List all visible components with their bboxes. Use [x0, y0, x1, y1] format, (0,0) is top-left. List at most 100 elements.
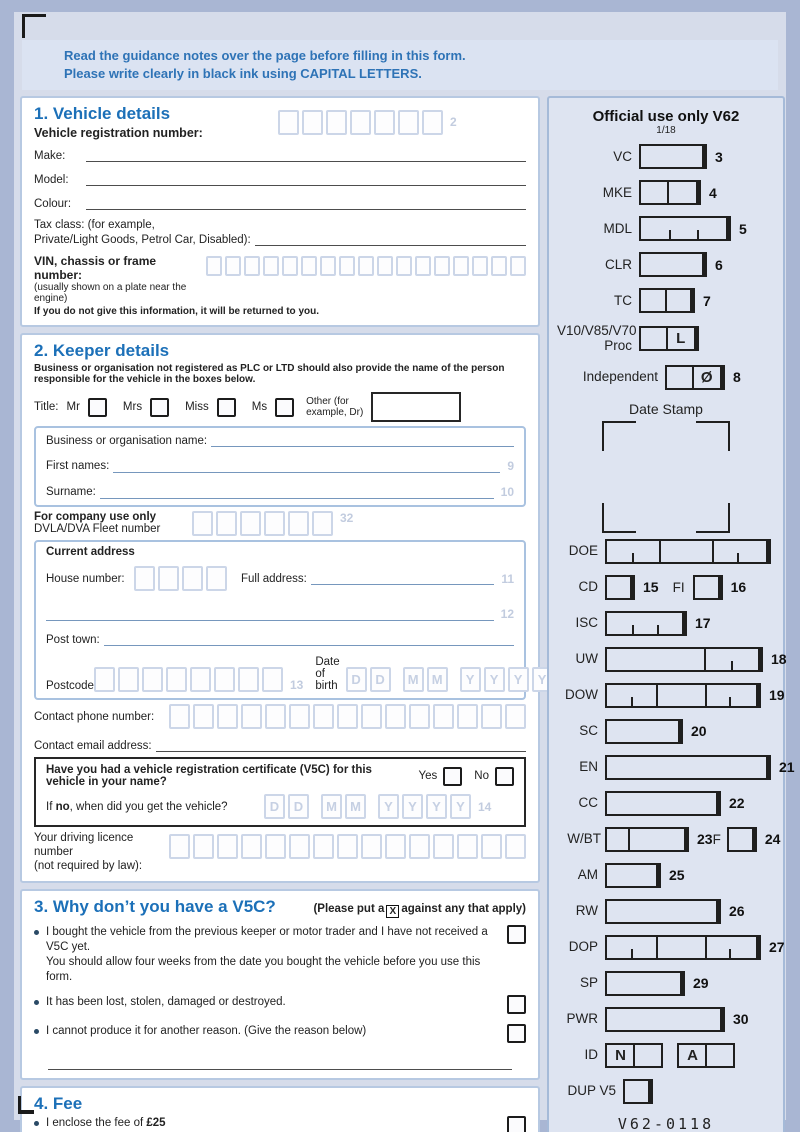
- input-cell[interactable]: [339, 256, 355, 277]
- independent-box[interactable]: Ø: [665, 364, 725, 390]
- pwr-box[interactable]: [605, 1006, 725, 1032]
- business-name-line[interactable]: [211, 434, 514, 448]
- cc-box[interactable]: [605, 790, 721, 816]
- fi-box[interactable]: [692, 574, 723, 600]
- input-cell[interactable]: [377, 256, 393, 277]
- rw-box[interactable]: [605, 898, 721, 924]
- email-line[interactable]: [155, 739, 526, 753]
- mke-box[interactable]: [639, 180, 701, 206]
- phone-cells[interactable]: [169, 704, 526, 730]
- dup-box[interactable]: [623, 1078, 653, 1104]
- input-cell[interactable]: [433, 704, 454, 730]
- input-cell[interactable]: [241, 704, 262, 730]
- input-cell[interactable]: [263, 256, 279, 277]
- input-cell[interactable]: Y: [402, 794, 423, 820]
- input-cell[interactable]: [264, 511, 285, 537]
- input-cell[interactable]: Y: [483, 667, 505, 693]
- input-cell[interactable]: [206, 256, 222, 277]
- input-cell[interactable]: [288, 511, 309, 537]
- post-town-line[interactable]: [103, 633, 514, 647]
- reg-number-cells[interactable]: [278, 109, 443, 135]
- vc-box[interactable]: [639, 144, 707, 170]
- wbt-box[interactable]: [605, 826, 689, 852]
- id-box-n[interactable]: N: [605, 1042, 663, 1068]
- input-cell[interactable]: M: [402, 667, 424, 693]
- input-cell[interactable]: [206, 566, 227, 592]
- input-cell[interactable]: Y: [378, 794, 399, 820]
- input-cell[interactable]: [193, 834, 214, 860]
- input-cell[interactable]: [241, 834, 262, 860]
- model-input-line[interactable]: [86, 173, 526, 187]
- reason-input-line[interactable]: [48, 1057, 512, 1071]
- doe-box[interactable]: [605, 538, 771, 564]
- input-cell[interactable]: [350, 109, 371, 135]
- input-cell[interactable]: [301, 256, 317, 277]
- input-cell[interactable]: [337, 704, 358, 730]
- surname-line[interactable]: [99, 486, 494, 499]
- full-address-line2[interactable]: [46, 608, 494, 621]
- input-cell[interactable]: Y: [459, 667, 481, 693]
- input-cell[interactable]: [433, 834, 454, 860]
- input-cell[interactable]: [457, 834, 478, 860]
- input-cell[interactable]: [265, 704, 286, 730]
- input-cell[interactable]: [189, 667, 211, 693]
- input-cell[interactable]: [282, 256, 298, 277]
- title-other-input[interactable]: [371, 392, 462, 423]
- input-cell[interactable]: [457, 704, 478, 730]
- input-cell[interactable]: [409, 704, 430, 730]
- input-cell[interactable]: [396, 256, 412, 277]
- input-cell[interactable]: [320, 256, 336, 277]
- input-cell[interactable]: [374, 109, 395, 135]
- fee1-checkbox[interactable]: [507, 1116, 526, 1132]
- input-cell[interactable]: D: [264, 794, 285, 820]
- input-cell[interactable]: [385, 704, 406, 730]
- input-cell[interactable]: M: [321, 794, 342, 820]
- input-cell[interactable]: [361, 704, 382, 730]
- input-cell[interactable]: [505, 704, 526, 730]
- input-cell[interactable]: [93, 667, 115, 693]
- yes-checkbox[interactable]: [443, 766, 463, 786]
- dop-box[interactable]: [605, 934, 761, 960]
- clr-box[interactable]: [639, 252, 707, 278]
- reason1-checkbox[interactable]: [507, 925, 526, 945]
- input-cell[interactable]: [289, 704, 310, 730]
- input-cell[interactable]: [361, 834, 382, 860]
- input-cell[interactable]: [182, 566, 203, 592]
- input-cell[interactable]: [217, 834, 238, 860]
- input-cell[interactable]: [337, 834, 358, 860]
- input-cell[interactable]: Y: [426, 794, 447, 820]
- make-input-line[interactable]: [86, 149, 526, 163]
- tc-box[interactable]: [639, 288, 695, 314]
- input-cell[interactable]: [261, 667, 283, 693]
- input-cell[interactable]: [510, 256, 526, 277]
- input-cell[interactable]: [481, 704, 502, 730]
- input-cell[interactable]: [313, 834, 334, 860]
- input-cell[interactable]: [398, 109, 419, 135]
- input-cell[interactable]: [169, 704, 190, 730]
- dow-box[interactable]: [605, 682, 761, 708]
- mdl-box[interactable]: [639, 216, 731, 242]
- input-cell[interactable]: [217, 704, 238, 730]
- cd-box[interactable]: [605, 574, 635, 600]
- fleet-number-cells[interactable]: [192, 511, 333, 537]
- house-number-cells[interactable]: [134, 566, 227, 592]
- input-cell[interactable]: [216, 511, 237, 537]
- en-box[interactable]: [605, 754, 771, 780]
- input-cell[interactable]: [453, 256, 469, 277]
- input-cell[interactable]: [434, 256, 450, 277]
- input-cell[interactable]: [505, 834, 526, 860]
- am-box[interactable]: [605, 862, 661, 888]
- title-ms-checkbox[interactable]: [275, 397, 295, 417]
- input-cell[interactable]: Y: [507, 667, 529, 693]
- input-cell[interactable]: [169, 834, 190, 860]
- uw-box[interactable]: [605, 646, 763, 672]
- input-cell[interactable]: [237, 667, 259, 693]
- input-cell[interactable]: [158, 566, 179, 592]
- licence-cells[interactable]: [169, 834, 526, 860]
- input-cell[interactable]: [244, 256, 260, 277]
- input-cell[interactable]: [192, 511, 213, 537]
- isc-box[interactable]: [605, 610, 687, 636]
- input-cell[interactable]: [472, 256, 488, 277]
